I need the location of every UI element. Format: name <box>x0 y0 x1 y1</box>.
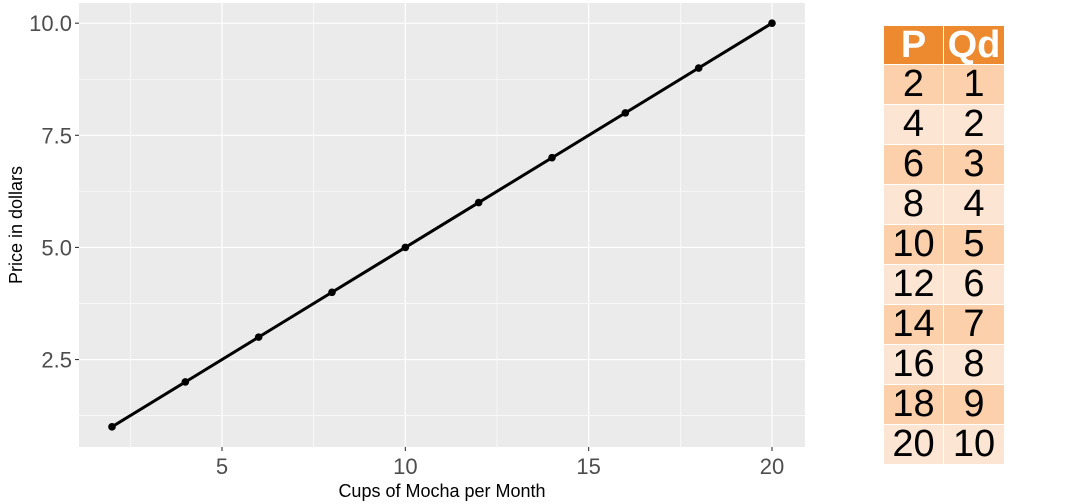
price-cell: 8 <box>884 184 944 224</box>
quantity-cell: 9 <box>944 384 1004 424</box>
x-tick-label: 20 <box>760 454 784 479</box>
table-row: 14 7 <box>884 304 1004 344</box>
table-row: 18 9 <box>884 384 1004 424</box>
table-row: 20 10 <box>884 424 1004 464</box>
data-point <box>108 423 116 431</box>
price-quantity-table: P Qd 2 1 4 2 6 3 8 4 10 5 12 6 14 7 16 8 18 9 20 10 <box>884 26 1004 464</box>
price-cell: 6 <box>884 144 944 184</box>
quantity-cell: 5 <box>944 224 1004 264</box>
data-point <box>621 109 630 117</box>
x-axis-title: Cups of Mocha per Month <box>338 481 545 501</box>
price-cell: 18 <box>884 384 944 424</box>
quantity-cell: 8 <box>944 344 1004 384</box>
major-gridlines <box>79 3 805 447</box>
price-cell: 2 <box>884 64 944 104</box>
price-cell: 14 <box>884 304 944 344</box>
x-tick-label: 5 <box>216 454 228 479</box>
demand-line <box>111 21 773 429</box>
demand-chart: 5 10 15 20 2.5 5.0 7.5 10.0 Cups of Mocha per … <box>6 3 805 501</box>
quantity-cell: 10 <box>944 424 1004 464</box>
price-cell: 4 <box>884 104 944 144</box>
x-tick-label: 10 <box>393 454 417 479</box>
x-tick-label: 15 <box>576 454 600 479</box>
y-tick-label: 2.5 <box>41 348 72 373</box>
series-layer <box>108 19 776 431</box>
table-row: 10 5 <box>884 224 1004 264</box>
price-column-header: P <box>884 26 944 64</box>
quantity-cell: 1 <box>944 64 1004 104</box>
quantity-cell: 4 <box>944 184 1004 224</box>
price-cell: 12 <box>884 264 944 304</box>
data-point <box>254 333 263 341</box>
table-row: 12 6 <box>884 264 1004 304</box>
axis-ticks <box>75 22 773 451</box>
quantity-cell: 3 <box>944 144 1004 184</box>
data-point <box>401 243 410 252</box>
y-tick-labels: 2.5 5.0 7.5 10.0 <box>29 11 72 372</box>
price-cell: 10 <box>884 224 944 264</box>
price-cell: 16 <box>884 344 944 384</box>
data-point <box>474 198 483 207</box>
price-cell: 20 <box>884 424 944 464</box>
quantity-cell: 6 <box>944 264 1004 304</box>
data-point <box>768 19 776 27</box>
minor-gridlines <box>79 3 805 447</box>
x-tick-labels: 5 10 15 20 <box>216 454 784 479</box>
data-point <box>328 288 336 297</box>
data-point <box>181 378 190 386</box>
data-point <box>548 153 556 162</box>
y-tick-label: 7.5 <box>41 123 72 148</box>
table-body: 2 1 4 2 6 3 8 4 10 5 12 6 14 7 16 8 18 9 20 10 <box>884 64 1004 464</box>
quantity-cell: 2 <box>944 104 1004 144</box>
y-tick-label: 5.0 <box>41 235 72 260</box>
y-tick-label: 10.0 <box>29 11 72 36</box>
table-row: 16 8 <box>884 344 1004 384</box>
y-axis-title: Price in dollars <box>6 166 26 284</box>
quantity-column-header: Qd <box>944 26 1004 64</box>
data-point <box>694 64 703 72</box>
quantity-cell: 7 <box>944 304 1004 344</box>
table-header-row: P Qd <box>884 26 1004 64</box>
